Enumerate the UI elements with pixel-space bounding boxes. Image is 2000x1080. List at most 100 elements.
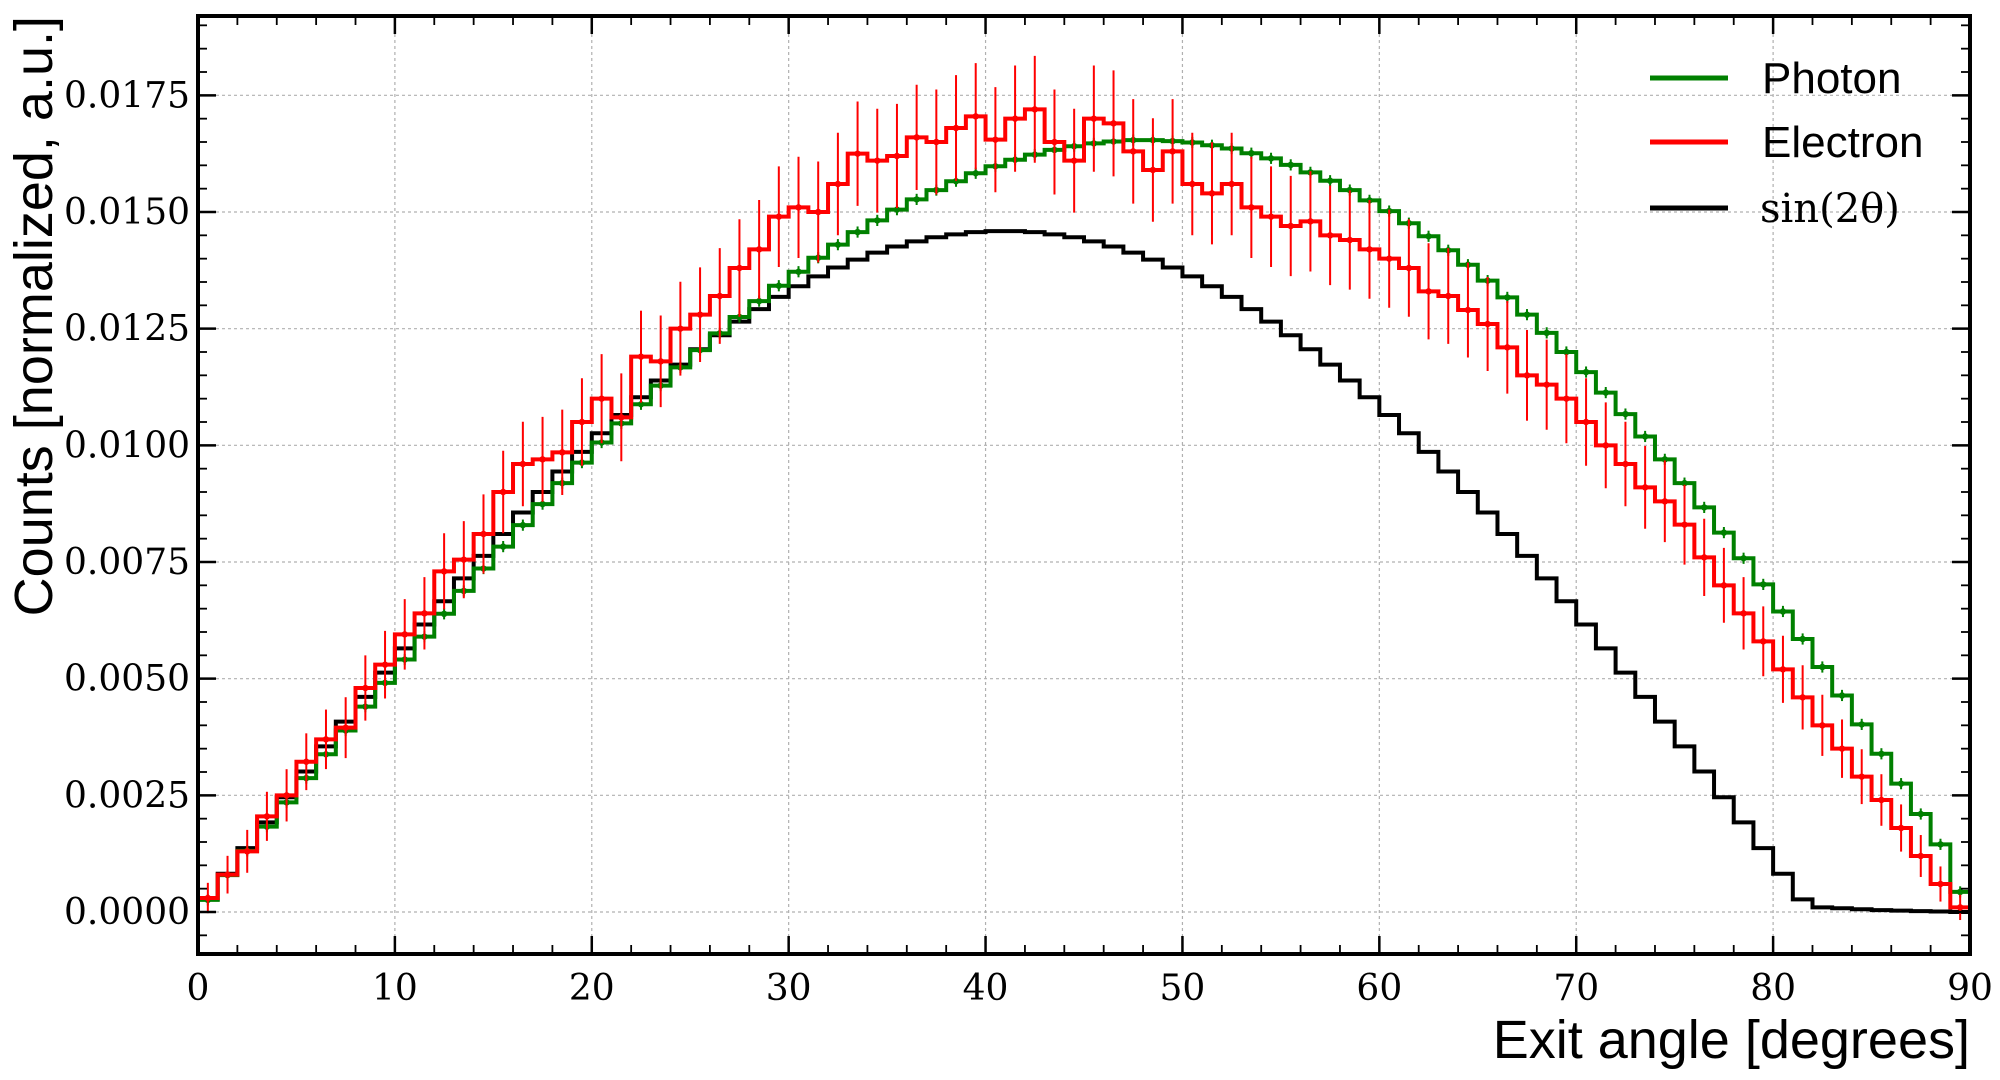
y-tick-labels: 0.0000 0.0025 0.0050 0.0075 0.0100 0.0125 0.01…	[64, 75, 190, 933]
y-tick-label: 0.0025	[64, 775, 190, 816]
x-tick-label: 90	[1947, 968, 1993, 1009]
data-point	[381, 661, 389, 668]
data-point	[1917, 852, 1924, 860]
data-point	[1248, 204, 1255, 211]
data-point	[795, 268, 802, 275]
data-point	[244, 848, 251, 855]
data-point	[1661, 456, 1669, 463]
series-sin-2-	[198, 229, 1970, 914]
data-point	[755, 246, 763, 253]
data-point	[1425, 233, 1432, 240]
data-point	[1130, 148, 1137, 155]
data-point	[1031, 106, 1038, 113]
series-layer	[198, 55, 1970, 921]
data-point	[539, 456, 546, 463]
data-point	[1326, 177, 1334, 184]
data-point	[972, 170, 979, 177]
data-point	[1956, 888, 1964, 896]
data-point	[972, 113, 979, 120]
data-point	[322, 736, 330, 743]
data-point	[539, 500, 546, 508]
data-point	[1681, 521, 1688, 528]
legend-label-electron: Electron	[1762, 118, 1923, 167]
data-point	[854, 228, 861, 236]
data-point	[303, 758, 310, 765]
data-point	[1937, 880, 1944, 888]
data-point	[933, 138, 940, 146]
plot-frame	[196, 14, 1972, 956]
data-point	[1897, 824, 1905, 832]
data-point	[637, 353, 645, 360]
data-point	[1760, 581, 1767, 588]
data-point	[440, 568, 448, 575]
x-tick-label: 60	[1356, 968, 1402, 1009]
data-point	[283, 792, 290, 799]
data-point	[893, 206, 901, 213]
x-tick-label: 80	[1750, 968, 1796, 1009]
data-point	[1799, 694, 1806, 701]
data-point	[815, 208, 822, 216]
series-electron	[198, 55, 1970, 921]
data-point	[736, 313, 743, 321]
data-point	[1425, 288, 1432, 295]
data-point	[1366, 246, 1373, 253]
data-point	[204, 894, 212, 902]
legend: Photon Electron sin(2θ)	[1650, 54, 1923, 232]
y-tick-label: 0.0075	[64, 542, 190, 583]
data-point	[775, 282, 783, 289]
data-point	[1858, 773, 1865, 780]
data-point	[1602, 389, 1609, 396]
data-point	[618, 414, 625, 421]
data-point	[1878, 796, 1885, 804]
y-tick-label: 0.0100	[64, 425, 190, 466]
series-step-line	[198, 229, 1970, 914]
x-tick-labels: 0 10 20 30 40 50 60 70 80 90	[187, 968, 1993, 1009]
data-point	[1917, 810, 1924, 818]
data-point	[1287, 222, 1294, 230]
data-point	[578, 418, 586, 426]
data-point	[1641, 484, 1649, 491]
data-point	[874, 157, 881, 164]
data-point	[440, 610, 448, 617]
data-point	[499, 543, 507, 550]
data-point	[362, 684, 369, 692]
data-point	[1267, 155, 1275, 162]
data-point	[1819, 722, 1826, 729]
data-point	[736, 264, 743, 272]
data-point	[1070, 157, 1078, 164]
data-point	[1582, 418, 1590, 426]
data-point	[1602, 442, 1609, 449]
data-point	[1208, 190, 1216, 197]
data-point	[677, 325, 684, 332]
data-point	[1799, 635, 1806, 643]
data-point	[834, 180, 842, 188]
data-point	[637, 401, 645, 408]
x-tick-label: 10	[372, 968, 418, 1009]
data-point	[755, 297, 763, 305]
data-point	[1385, 255, 1393, 262]
data-point	[1051, 138, 1058, 146]
data-point	[1563, 348, 1570, 356]
data-point	[1189, 180, 1196, 188]
data-point	[1267, 213, 1275, 220]
data-point	[1484, 320, 1491, 328]
data-point	[1346, 186, 1354, 194]
data-point	[1228, 180, 1235, 188]
data-point	[1464, 306, 1472, 314]
data-point	[1504, 344, 1511, 351]
y-tick-label: 0.0000	[64, 892, 190, 933]
data-point	[1445, 292, 1452, 300]
data-point	[1346, 236, 1354, 244]
data-point	[1779, 666, 1787, 673]
data-point	[1405, 264, 1413, 272]
data-point	[1858, 721, 1865, 728]
data-point	[854, 150, 861, 157]
data-point	[1149, 166, 1157, 174]
data-point	[1622, 410, 1629, 418]
x-tick-label: 0	[187, 968, 210, 1009]
data-point	[1681, 479, 1688, 487]
data-point	[1563, 395, 1570, 402]
data-point	[1307, 218, 1314, 225]
data-point	[263, 813, 271, 820]
